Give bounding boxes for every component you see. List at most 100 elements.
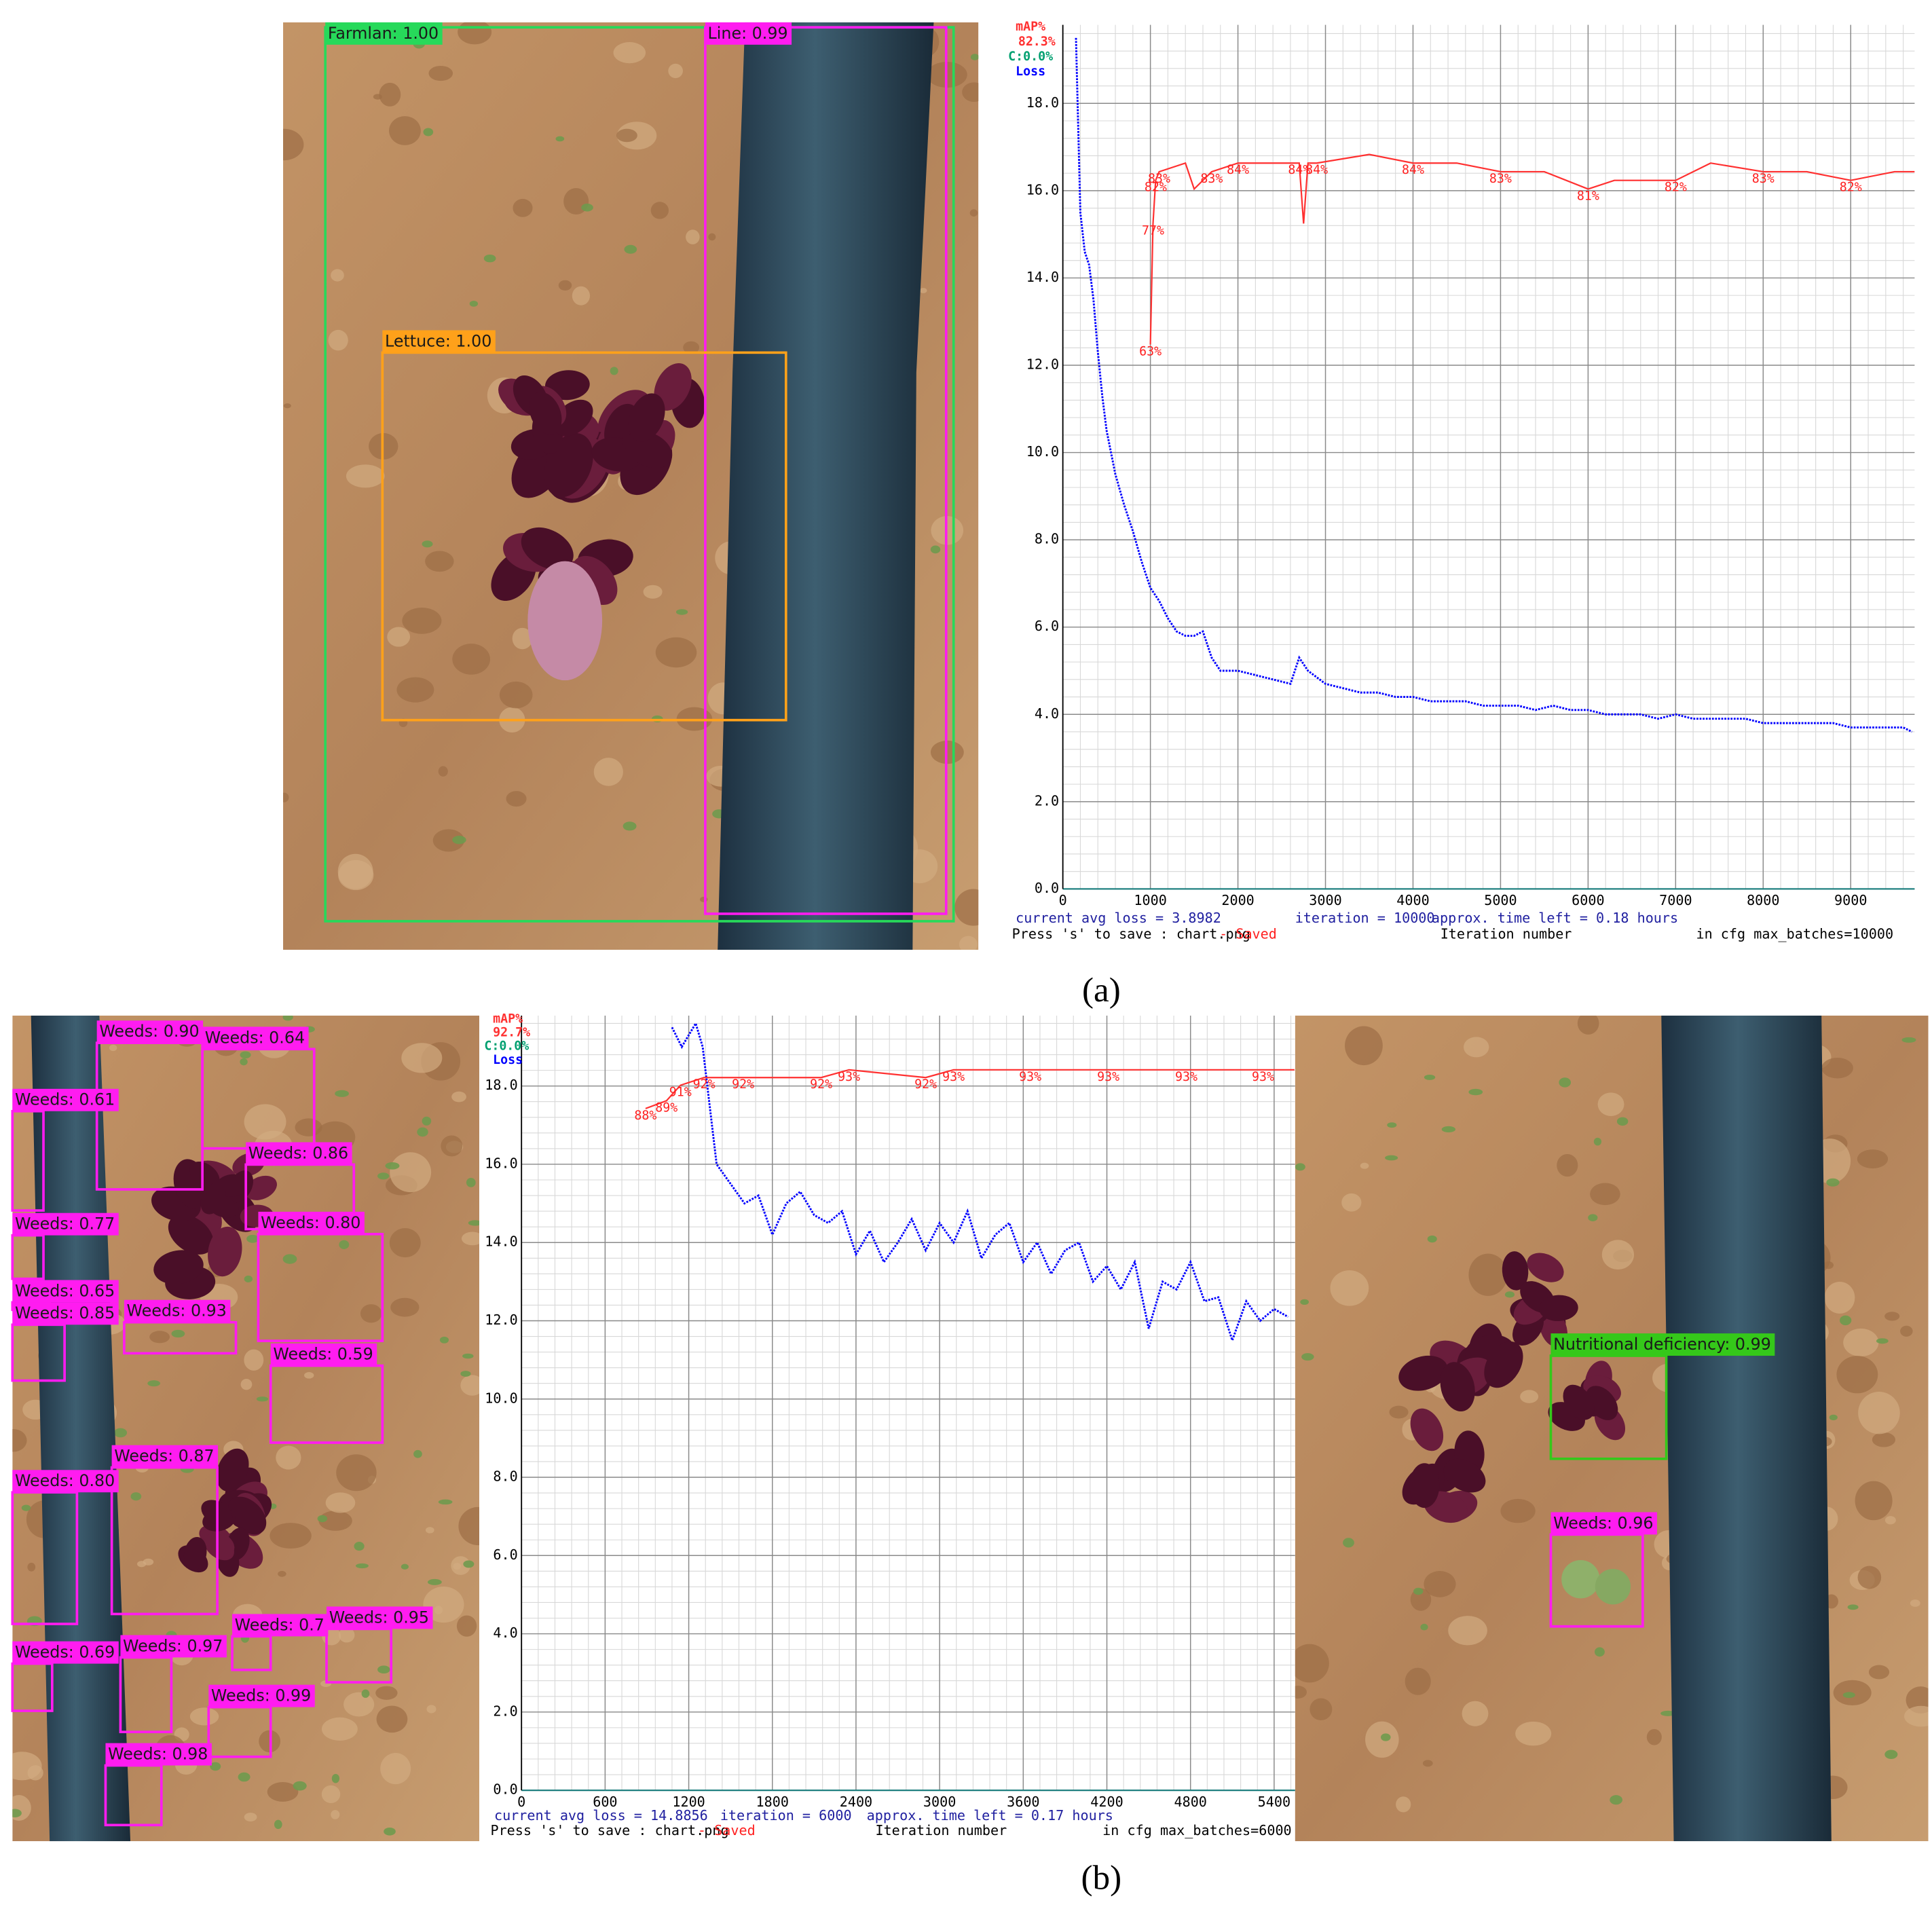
sprout [469,300,479,307]
clod [336,1454,377,1492]
y-tick-label: 18.0 [485,1077,517,1093]
sprout [624,244,637,254]
clod [1309,1698,1333,1721]
detection-label: Weeds: 0.80 [261,1213,360,1232]
detection-label: Weeds: 0.69 [15,1643,115,1662]
lettuce-leaf [153,1250,204,1284]
map-label: 84% [1288,163,1310,177]
clod [1360,1162,1369,1169]
clod [1900,1325,1913,1337]
sprout [282,1254,297,1264]
x-tick-label: 0 [1059,892,1067,908]
sprout [1593,1137,1602,1146]
lettuce-leaf [216,1448,249,1492]
sprout [463,1560,475,1568]
status-text: - Saved [1219,926,1277,942]
clod [513,198,533,217]
clod [387,627,411,647]
clod [613,42,646,64]
x-tick-label: 9000 [1834,892,1867,908]
detection-label-bg [705,22,792,45]
clod [373,94,382,100]
legend-entry: Loss [1016,64,1045,79]
map-label: 82% [1840,181,1862,195]
clod [1872,1432,1896,1447]
detection-label: Weeds: 0.93 [127,1301,227,1320]
status-text: - Saved [698,1822,756,1838]
detection-label-bg [12,1088,119,1111]
clod [451,1556,470,1575]
map-label: 92% [810,1077,832,1092]
weed-leaf [1561,1560,1600,1599]
clod [276,1445,301,1470]
x-tick-label: 5000 [1484,892,1517,908]
clod [426,1705,436,1714]
lettuce-leaf [1484,1341,1523,1388]
clod [1330,1270,1369,1306]
map-label: 84% [1402,163,1424,177]
clod [12,1795,31,1821]
clod [321,1785,341,1803]
y-tick-label: 14.0 [1026,269,1059,285]
clod [283,403,291,409]
clod [1520,1390,1539,1403]
y-tick-label: 2.0 [493,1703,517,1719]
sprout [293,1781,307,1791]
clod [283,792,289,802]
detection-label: Nutritional deficiency: 0.99 [1553,1335,1771,1354]
x-tick-label: 0 [517,1794,525,1810]
status-text: in cfg max_batches=10000 [1696,926,1893,942]
clod [189,1707,219,1726]
sprout [970,54,979,60]
clod [962,82,979,103]
clod [954,889,979,926]
sprout [377,1172,390,1180]
weed-leaf [1595,1569,1631,1605]
clod [338,1627,355,1643]
clod [1345,1026,1383,1066]
clod [283,128,304,161]
sprout [1441,1126,1456,1132]
lettuce-leaf [200,1182,226,1215]
detection-label: Weeds: 0.64 [205,1028,305,1047]
clod [1910,1599,1920,1607]
clod [402,607,442,634]
clod [461,1232,480,1246]
detection-label: Weeds: 0.97 [123,1636,223,1655]
clod [506,791,527,807]
detection-label-bg [208,1684,315,1707]
clod [346,464,385,488]
detection-label: Weeds: 0.77 [15,1215,115,1234]
sprout [385,1162,400,1170]
clod [1500,1498,1536,1523]
detection-label-bg [246,1142,352,1165]
clod [458,22,492,45]
sprout [439,1336,449,1344]
sprout [317,1515,328,1523]
x-tick-label: 7000 [1659,892,1692,908]
map-line [1149,153,1915,345]
map-label: 77% [1142,223,1164,238]
sprout [1826,1178,1840,1187]
map-label: 63% [1139,344,1162,358]
clod [1422,1760,1433,1767]
clod [401,1043,443,1073]
map-label: 83% [1200,172,1223,186]
clod [278,1570,286,1577]
sprout [1413,1587,1424,1595]
y-tick-label: 2.0 [1035,792,1059,809]
sprout [147,1380,161,1387]
clod [1868,1665,1890,1680]
detection-label-bg [1550,1333,1775,1356]
sprout [1387,1122,1397,1128]
x-tick-label: 1000 [1134,892,1166,908]
clod [304,1372,314,1379]
clod [452,644,491,675]
lettuce-leaf [1539,1295,1578,1322]
clod [1904,1705,1929,1727]
sprout [483,255,496,263]
map-label: 83% [1148,172,1170,186]
clod [1463,1037,1489,1058]
plot-area [521,1015,1295,1791]
clod [1577,1015,1599,1035]
